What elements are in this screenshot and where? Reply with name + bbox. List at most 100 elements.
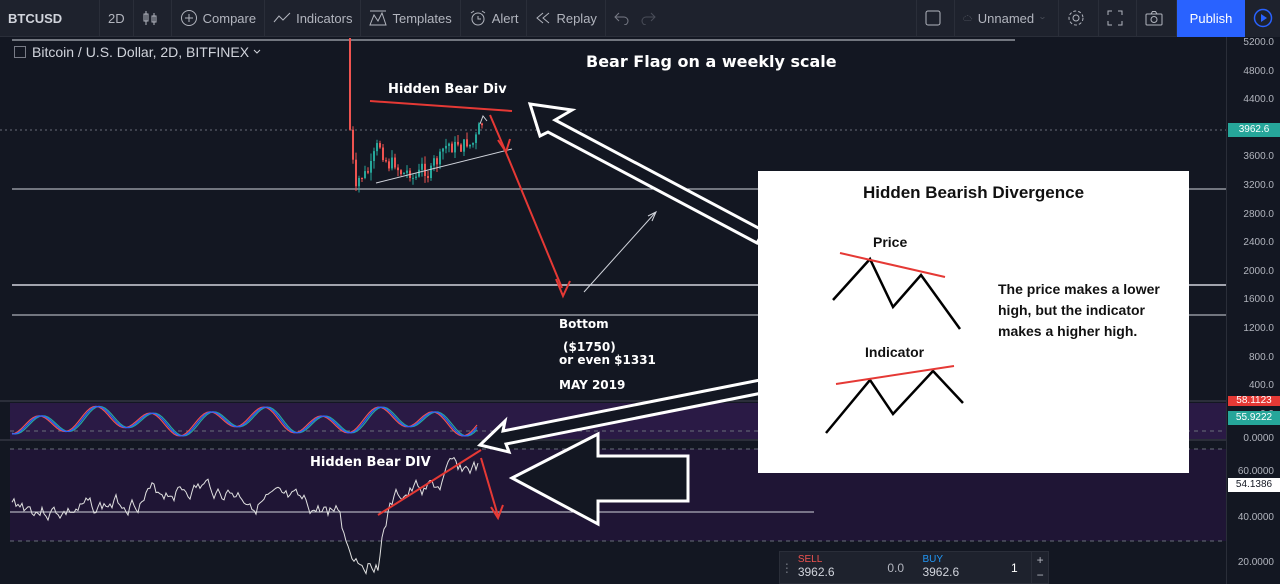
- chart-type-button[interactable]: [134, 0, 172, 37]
- price-candles: [349, 38, 483, 193]
- candle-body: [355, 159, 357, 187]
- oscillator-lines: [11, 405, 478, 437]
- top-toolbar: BTCUSD 2D Compare Indicators Templates A…: [0, 0, 1280, 37]
- rsi-series: [11, 456, 479, 575]
- date-label: MAY 2019: [559, 378, 626, 392]
- bottom-label: Bottom: [559, 317, 609, 331]
- symbol-legend-title: Bitcoin / U.S. Dollar, 2D, BITFINEX: [32, 44, 250, 60]
- candle-body: [436, 158, 438, 165]
- chevron-down-icon: [253, 49, 261, 54]
- flag-lower-trendline: [375, 148, 513, 184]
- left-hollow-arrow: [508, 431, 690, 527]
- snapshot-button[interactable]: [1137, 0, 1177, 37]
- candle-body: [415, 176, 417, 178]
- candle-body: [376, 143, 378, 152]
- sell-button[interactable]: SELL 3962.6: [794, 552, 873, 583]
- play-icon: [1253, 8, 1272, 28]
- layout-name: Unnamed: [977, 10, 1035, 26]
- candle-body: [457, 141, 459, 145]
- plus-icon[interactable]: +: [1036, 552, 1044, 567]
- rsi-down-arrowhead: [490, 504, 504, 521]
- or-even-label: or even $1331: [559, 353, 656, 367]
- chevron-down-icon: [1040, 16, 1045, 20]
- publish-button[interactable]: Publish: [1177, 0, 1245, 37]
- candle-body: [442, 148, 444, 152]
- price-tick: 400.0: [1248, 380, 1274, 392]
- undo-icon[interactable]: [614, 11, 630, 25]
- camera-icon: [1145, 11, 1163, 26]
- quantity-field[interactable]: 1: [1011, 560, 1018, 575]
- candle-body: [373, 151, 375, 161]
- panel-description: The price makes a lower high, but the in…: [998, 281, 1160, 339]
- candle-body: [448, 143, 450, 146]
- rsi-tick-20: 20.0000: [1237, 557, 1274, 568]
- indicators-icon: [273, 12, 291, 23]
- candle-body: [394, 157, 396, 168]
- alert-button[interactable]: Alert: [461, 0, 528, 37]
- price-tick: 1600.0: [1243, 294, 1274, 306]
- collapse-icon[interactable]: [14, 46, 26, 58]
- interval-button[interactable]: 2D: [100, 0, 134, 37]
- drag-handle-icon[interactable]: ⋮: [780, 560, 793, 575]
- price-scale[interactable]: 5200.04800.04400.04000.03600.03200.02800…: [1226, 37, 1280, 584]
- osc-value-tag-1: 58.1123: [1228, 396, 1280, 406]
- candle-body: [385, 160, 387, 162]
- rewind-icon: [536, 12, 550, 24]
- flag-upper-trendline: [369, 100, 513, 112]
- indicators-button[interactable]: Indicators: [265, 0, 362, 37]
- templates-icon: [369, 10, 388, 26]
- sell-label: SELL: [797, 554, 823, 565]
- panel-title: Hidden Bearish Divergence: [862, 183, 1085, 202]
- templates-button[interactable]: Templates: [361, 0, 461, 37]
- candle-body: [406, 170, 408, 173]
- symbol-legend[interactable]: Bitcoin / U.S. Dollar, 2D, BITFINEX: [14, 44, 261, 60]
- small-white-arrow: [479, 115, 488, 125]
- compare-label: Compare: [202, 10, 257, 26]
- candle-body: [460, 144, 462, 152]
- candle-body: [463, 139, 465, 152]
- candle-body: [367, 171, 369, 173]
- candle-body: [475, 134, 477, 143]
- candle-body: [400, 170, 402, 175]
- price-tick: 2000.0: [1243, 265, 1274, 277]
- divergence-explanation-panel: Hidden Bearish Divergence Price Indicato…: [758, 171, 1189, 473]
- fullscreen-toggle[interactable]: [916, 0, 955, 37]
- plus-circle-icon: [180, 10, 197, 26]
- oscillator-series: [11, 405, 478, 437]
- price-tick: 3600.0: [1243, 151, 1274, 163]
- candles-icon: [143, 11, 157, 25]
- minus-icon[interactable]: −: [1036, 568, 1044, 583]
- redo-icon[interactable]: [640, 11, 656, 25]
- rsi-down-arrow: [480, 457, 499, 517]
- oscillator-series: [12, 405, 478, 437]
- candle-body: [433, 158, 435, 166]
- quantity-stepper[interactable]: + −: [1031, 552, 1048, 583]
- rsi-tick-60: 60.0000: [1237, 466, 1274, 477]
- flag-break-arrowhead: [497, 138, 511, 155]
- buy-label: BUY: [922, 554, 943, 565]
- layout-name-button[interactable]: Unnamed: [955, 0, 1059, 37]
- candle-body: [451, 143, 453, 153]
- price-lower-high-line: [839, 252, 946, 278]
- rsi-tick-40: 40.0000: [1237, 512, 1274, 523]
- rsi-divergence-line: [377, 449, 482, 516]
- play-button[interactable]: [1245, 0, 1280, 37]
- current-price-tag: 3962.6: [1228, 123, 1280, 137]
- price-tick: 3200.0: [1243, 180, 1274, 191]
- candle-body: [412, 177, 414, 179]
- price-tick: 1200.0: [1243, 323, 1274, 334]
- candle-body: [469, 144, 471, 147]
- indicators-label: Indicators: [296, 10, 353, 26]
- expand-button[interactable]: [1099, 0, 1137, 37]
- buy-button[interactable]: BUY 3962.6: [918, 552, 997, 583]
- price-zigzag: [832, 256, 962, 330]
- cloud-icon: [963, 15, 973, 21]
- replay-button[interactable]: Replay: [527, 0, 606, 37]
- candle-body: [391, 157, 393, 169]
- rebound-arrowhead: [647, 210, 658, 222]
- symbol-search[interactable]: BTCUSD: [0, 0, 100, 37]
- settings-button[interactable]: [1059, 0, 1099, 37]
- compare-button[interactable]: Compare: [172, 0, 266, 37]
- candle-body: [397, 167, 399, 171]
- expand-icon: [1107, 10, 1123, 26]
